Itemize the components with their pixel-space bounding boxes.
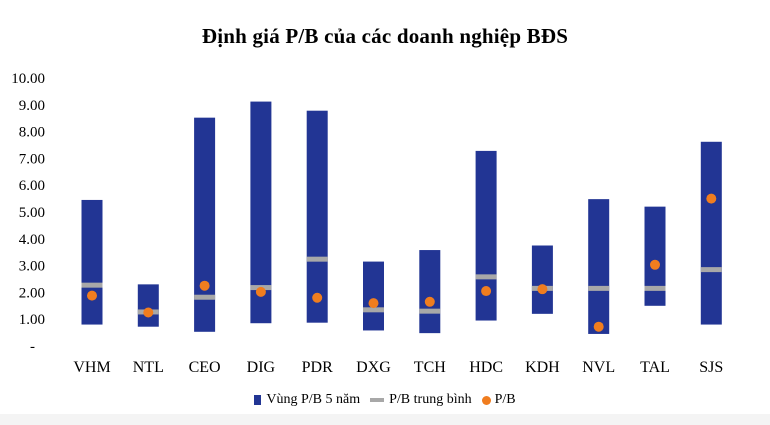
y-tick-label: 5.00 (19, 205, 45, 221)
x-tick-label: DXG (356, 359, 391, 376)
pb-dot-tal (650, 259, 660, 270)
average-marker-tch (419, 308, 441, 314)
pb-dot-kdh (537, 284, 548, 295)
range-bar-pdr (306, 110, 328, 323)
average-marker-ceo (194, 294, 216, 300)
pb-dot-hdc (481, 286, 492, 297)
y-tick-label: 4.00 (19, 232, 45, 248)
pb-dot-sjs (706, 193, 717, 204)
range-bar-tal (644, 206, 666, 306)
y-tick-label: - (30, 339, 35, 355)
average-marker-hdc (475, 274, 497, 280)
legend-item-range: Vùng P/B 5 năm (254, 392, 360, 408)
pb-dot-ceo (199, 280, 210, 291)
range-bar-kdh (531, 245, 553, 314)
legend-swatch-pb (481, 395, 491, 405)
average-marker-pdr (306, 256, 328, 262)
chart-legend: Vùng P/B 5 năm P/B trung bình P/B (0, 392, 770, 408)
bottom-band (0, 414, 770, 425)
x-tick-label: TAL (640, 359, 670, 376)
range-bar-tch (419, 250, 441, 334)
x-tick-label: NVL (582, 359, 615, 376)
range-bar-dig (250, 101, 272, 324)
y-tick-label: 1.00 (19, 312, 45, 328)
range-bar-dxg (363, 261, 384, 331)
range-bar-nvl (588, 199, 610, 334)
chart-title: Định giá P/B của các doanh nghiệp BĐS (201, 24, 569, 48)
legend-item-pb: P/B (481, 392, 516, 408)
x-tick-label: HDC (469, 359, 503, 376)
legend-label-average: P/B trung bình (389, 392, 472, 407)
legend-swatch-range (254, 395, 262, 405)
y-tick-label: 6.00 (19, 178, 45, 194)
y-tick-label: 9.00 (19, 98, 45, 114)
y-tick-label: 8.00 (19, 125, 45, 141)
legend-swatch-average (370, 398, 385, 402)
range-bar-vhm (81, 199, 103, 325)
average-marker-dxg (363, 307, 384, 313)
pb-dot-ntl (143, 307, 154, 318)
y-tick-label: 2.00 (19, 285, 45, 301)
average-marker-vhm (81, 282, 103, 288)
x-tick-label: TCH (414, 359, 446, 376)
range-bar-ceo (194, 117, 216, 332)
pb-dot-dxg (368, 298, 379, 309)
pb-dot-vhm (87, 290, 97, 301)
range-bar-sjs (700, 141, 722, 325)
average-marker-tal (644, 285, 666, 291)
range-bar-ntl (137, 284, 159, 327)
y-tick-label: 3.00 (19, 259, 45, 275)
average-marker-nvl (588, 285, 610, 291)
x-tick-label: PDR (302, 359, 333, 376)
pb-dot-nvl (593, 321, 604, 332)
x-tick-label: KDH (525, 359, 560, 376)
average-marker-sjs (700, 267, 722, 273)
x-tick-label: DIG (247, 359, 276, 376)
x-tick-label: NTL (133, 359, 164, 376)
legend-label-pb: P/B (494, 392, 516, 407)
pb-dot-dig (255, 286, 266, 297)
legend-item-average: P/B trung bình (370, 392, 472, 408)
y-tick-label: 10.00 (11, 71, 45, 87)
x-tick-label: SJS (699, 359, 723, 376)
pb-dot-tch (424, 296, 435, 307)
legend-label-range: Vùng P/B 5 năm (266, 392, 361, 407)
pb-dot-pdr (312, 292, 323, 303)
y-tick-label: 7.00 (19, 151, 45, 167)
x-tick-label: CEO (189, 359, 221, 376)
x-tick-label: VHM (73, 359, 110, 376)
